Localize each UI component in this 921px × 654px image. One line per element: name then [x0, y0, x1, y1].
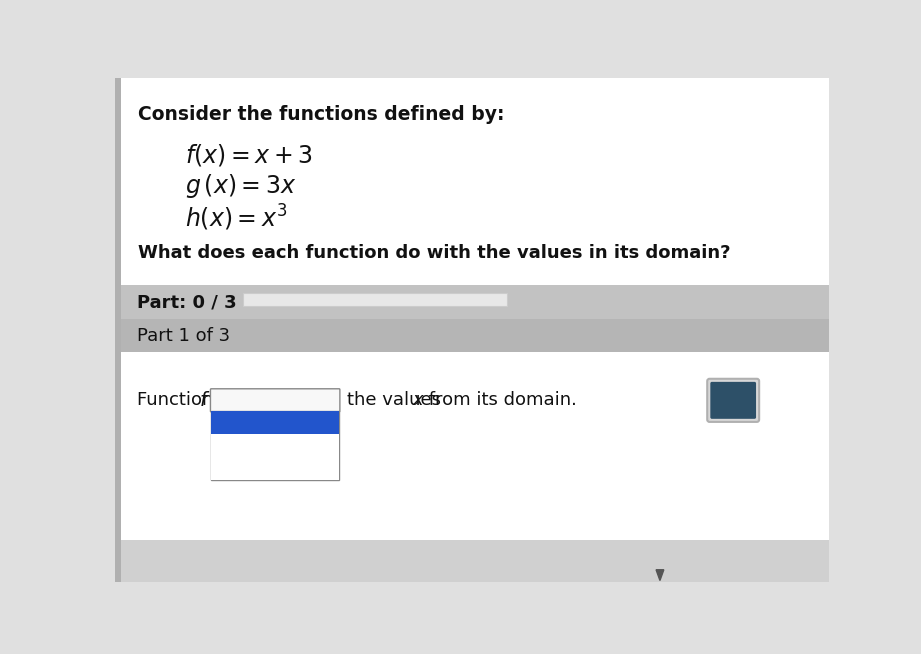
- FancyBboxPatch shape: [211, 411, 339, 481]
- Text: Function: Function: [137, 391, 219, 409]
- FancyBboxPatch shape: [122, 285, 829, 320]
- FancyBboxPatch shape: [211, 411, 339, 434]
- FancyBboxPatch shape: [211, 388, 340, 412]
- FancyBboxPatch shape: [122, 320, 829, 352]
- Text: from its domain.: from its domain.: [423, 391, 577, 409]
- FancyBboxPatch shape: [211, 434, 339, 457]
- Text: $x$: $x$: [412, 391, 426, 409]
- Text: cubes: cubes: [217, 460, 266, 478]
- Text: (Choose one): (Choose one): [218, 393, 320, 408]
- Text: Part 1 of 3: Part 1 of 3: [137, 326, 230, 345]
- FancyBboxPatch shape: [122, 78, 829, 582]
- Text: $f$: $f$: [199, 391, 210, 410]
- FancyBboxPatch shape: [122, 540, 829, 582]
- Text: the values: the values: [347, 391, 447, 409]
- FancyBboxPatch shape: [122, 352, 829, 537]
- Text: Consider the functions defined by:: Consider the functions defined by:: [138, 105, 505, 124]
- Text: $f(x)=x+3$: $f(x)=x+3$: [185, 142, 313, 167]
- Text: ▼: ▼: [325, 394, 334, 407]
- FancyBboxPatch shape: [707, 379, 759, 422]
- Text: $h(x)=x^3$: $h(x)=x^3$: [185, 203, 287, 233]
- Text: Part: 0 / 3: Part: 0 / 3: [137, 294, 237, 311]
- Text: X: X: [725, 390, 741, 410]
- Text: triples: triples: [217, 437, 270, 455]
- FancyBboxPatch shape: [211, 457, 339, 481]
- FancyBboxPatch shape: [710, 382, 756, 419]
- Text: Increases by 3: Increases by 3: [217, 414, 353, 432]
- Text: What does each function do with the values in its domain?: What does each function do with the valu…: [138, 244, 731, 262]
- FancyBboxPatch shape: [115, 78, 122, 582]
- FancyBboxPatch shape: [243, 293, 507, 305]
- Text: $g\,(x)=3x$: $g\,(x)=3x$: [185, 173, 297, 200]
- Polygon shape: [656, 570, 664, 581]
